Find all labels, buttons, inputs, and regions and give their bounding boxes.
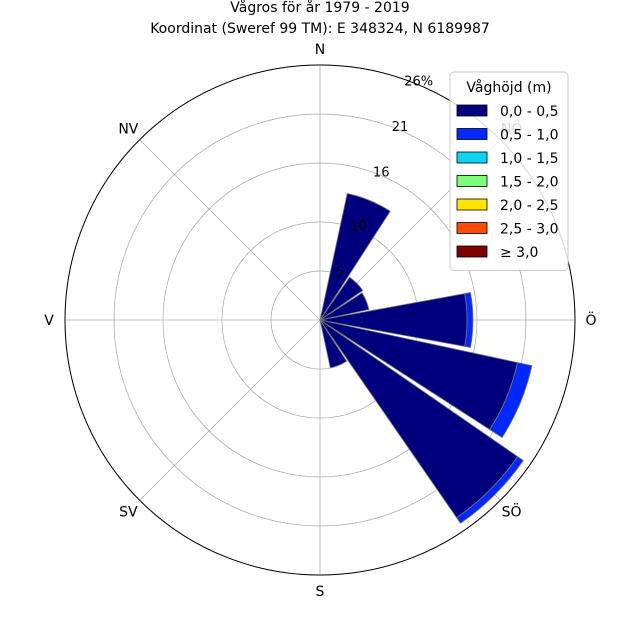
chart-title: Vågros för år 1979 - 2019 bbox=[230, 0, 409, 16]
polar-frame bbox=[64, 64, 576, 576]
legend-entry-label: ≥ 3,0 bbox=[500, 245, 538, 261]
radial-tick-label: 10 bbox=[350, 220, 367, 235]
direction-label: SÖ bbox=[502, 503, 522, 521]
legend-entry-label: 1,5 - 2,0 bbox=[500, 175, 558, 191]
legend-swatch bbox=[456, 175, 488, 187]
wedge-SSÖ-0 bbox=[319, 319, 348, 369]
wedge-NÖ-0 bbox=[319, 276, 364, 321]
direction-label: N bbox=[315, 42, 325, 58]
radial-tick-label: 16 bbox=[373, 165, 390, 180]
direction-label: V bbox=[44, 313, 54, 329]
radial-tick-label: 26% bbox=[404, 75, 433, 90]
grid-spoke bbox=[139, 319, 321, 501]
wedge-Ö-1 bbox=[464, 292, 474, 348]
legend-entry-label: 2,0 - 2,5 bbox=[500, 198, 558, 214]
legend-swatch bbox=[456, 222, 488, 234]
direction-label: NV bbox=[118, 121, 138, 137]
wedge-ÖNÖ-0 bbox=[319, 292, 370, 321]
legend-entry-label: 0,5 - 1,0 bbox=[500, 128, 558, 144]
legend-swatch bbox=[456, 104, 488, 117]
legend-entry-label: 2,5 - 3,0 bbox=[500, 222, 558, 238]
radial-tick-label: 21 bbox=[392, 120, 409, 135]
legend-swatch bbox=[456, 128, 488, 140]
legend-swatch bbox=[456, 151, 488, 164]
wedge-SÖ-1 bbox=[456, 456, 524, 524]
legend-box bbox=[449, 71, 569, 271]
legend-entry-label: 1,0 - 1,5 bbox=[500, 151, 558, 167]
legend-entry-label: 0,0 - 0,5 bbox=[500, 104, 558, 120]
grid-spoke bbox=[139, 139, 321, 321]
wedges bbox=[319, 192, 533, 524]
direction-label: Ö bbox=[585, 311, 596, 329]
direction-label: S bbox=[316, 584, 325, 600]
wedge-NNÖ-0 bbox=[319, 192, 391, 321]
legend-swatch bbox=[456, 198, 488, 211]
radial-tick-label: 5 bbox=[336, 265, 344, 280]
wedge-ÖSÖ-1 bbox=[489, 362, 533, 439]
legend-swatch bbox=[456, 245, 488, 258]
legend-title: Våghöjd (m) bbox=[466, 79, 551, 96]
chart-subtitle: Koordinat (Sweref 99 TM): E 348324, N 61… bbox=[150, 21, 490, 37]
direction-label: SV bbox=[119, 505, 138, 521]
legend: Våghöjd (m) 0,0 - 0,5 0,5 - 1,0 1,0 - 1,5 1,… bbox=[449, 71, 569, 271]
